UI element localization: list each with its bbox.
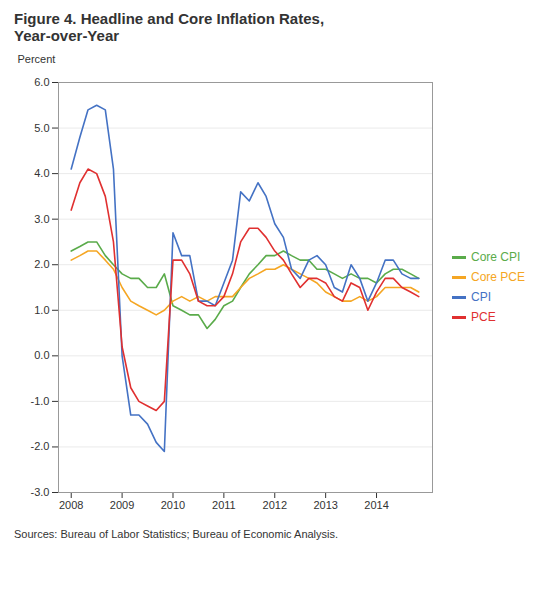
svg-text:2.0: 2.0 [34, 258, 49, 270]
svg-text:2009: 2009 [110, 499, 134, 511]
svg-text:5.0: 5.0 [34, 122, 49, 134]
html-text:Figure 4. Headline and Core In: Figure 4. Headline and Core Inflation Ra… [14, 10, 325, 27]
svg-text:2012: 2012 [263, 499, 287, 511]
html-text:Core CPI: Core CPI [471, 250, 521, 264]
html-text:PCE: PCE [471, 310, 496, 324]
html-text:Sources: Bureau of Labor Stati: Sources: Bureau of Labor Statistics; Bur… [14, 528, 339, 540]
svg-text:2014: 2014 [364, 499, 388, 511]
html-text:CPI: CPI [471, 290, 491, 304]
svg-text:0.0: 0.0 [34, 349, 49, 361]
svg-text:2013: 2013 [313, 499, 337, 511]
html-text:Core PCE: Core PCE [471, 270, 525, 284]
svg-text:2011: 2011 [212, 499, 236, 511]
svg-text:-2.0: -2.0 [31, 440, 50, 452]
svg-text:Percent: Percent [18, 53, 56, 65]
svg-text:2008: 2008 [59, 499, 83, 511]
svg-text:2010: 2010 [161, 499, 185, 511]
svg-text:1.0: 1.0 [34, 304, 49, 316]
html-text:Year-over-Year: Year-over-Year [14, 27, 120, 44]
svg-text:6.0: 6.0 [34, 76, 49, 88]
svg-text:3.0: 3.0 [34, 213, 49, 225]
svg-text:-3.0: -3.0 [31, 486, 50, 498]
svg-text:-1.0: -1.0 [31, 395, 50, 407]
svg-text:4.0: 4.0 [34, 167, 49, 179]
